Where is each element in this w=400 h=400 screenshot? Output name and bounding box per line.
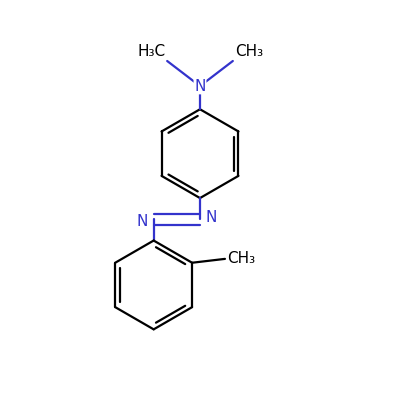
Text: CH₃: CH₃ bbox=[235, 44, 263, 60]
Text: N: N bbox=[136, 214, 148, 229]
Text: N: N bbox=[194, 78, 206, 94]
Text: CH₃: CH₃ bbox=[227, 251, 255, 266]
Text: N: N bbox=[206, 210, 217, 225]
Text: H₃C: H₃C bbox=[137, 44, 165, 60]
